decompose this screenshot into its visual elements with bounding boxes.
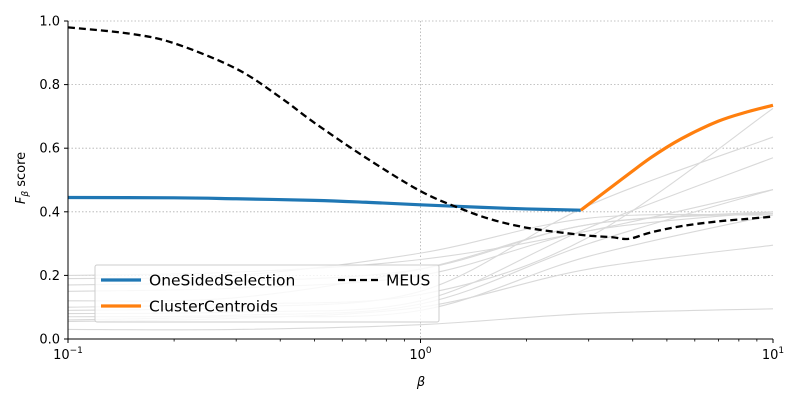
x-tick-label: 101 xyxy=(762,346,784,363)
y-axis-label-sub: β xyxy=(21,191,31,198)
y-axis-label-rest: score xyxy=(14,152,29,191)
y-axis-label-main: F xyxy=(14,196,29,204)
y-tick-label: 0.8 xyxy=(39,78,60,93)
x-tick-label: 100 xyxy=(409,346,432,363)
y-tick-label: 0.2 xyxy=(39,269,60,284)
y-tick-label: 0.0 xyxy=(39,333,60,348)
legend-label: OneSidedSelection xyxy=(149,272,295,290)
series-line-meus xyxy=(67,26,774,241)
tick-labels: 0.0 0.2 0.4 0.6 0.8 1.0 10−1 100 101 xyxy=(39,15,784,364)
series-line-onesidedselection xyxy=(67,195,581,212)
series-line-clustercentroids xyxy=(579,103,774,212)
x-axis-label: β xyxy=(416,375,425,390)
legend-label: ClusterCentroids xyxy=(149,298,278,316)
y-tick-label: 0.4 xyxy=(39,205,60,220)
y-tick-label: 0.6 xyxy=(39,142,60,157)
legend-label: MEUS xyxy=(386,272,430,290)
background-line xyxy=(67,308,774,331)
axes xyxy=(64,20,774,343)
grid xyxy=(68,20,773,339)
y-axis-label: Fβ score xyxy=(14,152,31,204)
main-series xyxy=(67,26,774,241)
x-tick-label: 10−1 xyxy=(53,346,83,363)
y-tick-label: 1.0 xyxy=(39,15,60,30)
legend: OneSidedSelection ClusterCentroids MEUS xyxy=(94,264,440,323)
